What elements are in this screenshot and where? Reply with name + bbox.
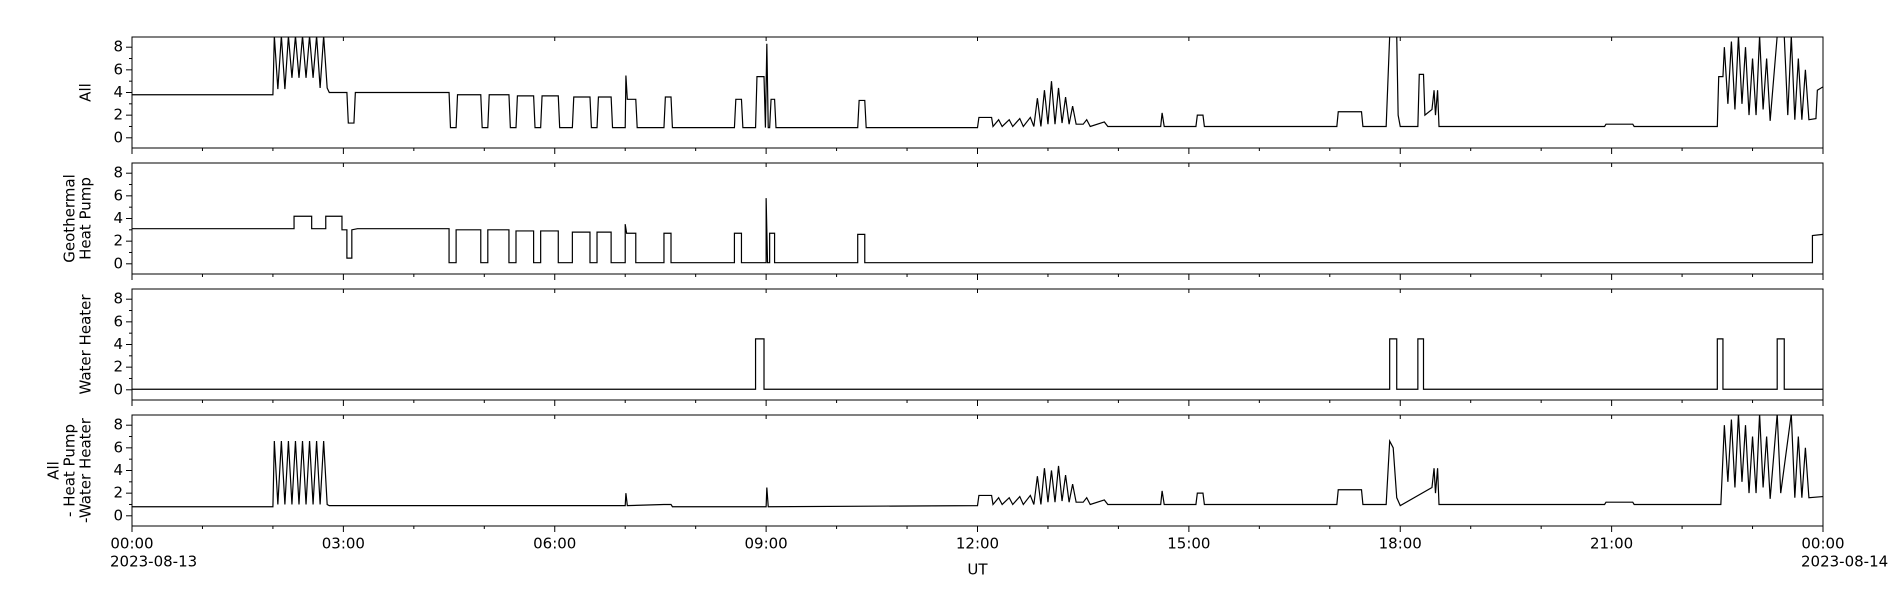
y-axis-label: All xyxy=(77,83,95,102)
x-tick-label: 15:00 xyxy=(1167,535,1210,553)
y-axis-label: Geothermal xyxy=(61,174,79,263)
y-tick-label: 4 xyxy=(113,209,123,227)
y-tick-label: 6 xyxy=(113,186,123,204)
x-tick-label: 00:00 xyxy=(1801,535,1844,553)
data-line xyxy=(132,37,1823,129)
x-tick-label: 21:00 xyxy=(1590,535,1633,553)
x-tick-label: 09:00 xyxy=(745,535,788,553)
y-tick-label: 2 xyxy=(113,232,123,250)
y-tick-label: 8 xyxy=(113,164,123,182)
data-line xyxy=(132,338,1823,390)
y-tick-label: 4 xyxy=(113,335,123,353)
y-tick-label: 0 xyxy=(113,128,123,146)
y-tick-label: 8 xyxy=(113,38,123,56)
y-axis-label: All xyxy=(45,461,63,480)
y-axis-label: -Water Heater xyxy=(77,417,95,523)
x-date-label: 2023-08-13 xyxy=(110,553,197,571)
plot-frame xyxy=(131,414,1824,527)
y-tick-label: 2 xyxy=(113,106,123,124)
y-tick-label: 2 xyxy=(113,484,123,502)
y-tick-label: 8 xyxy=(113,290,123,308)
x-tick-label: 12:00 xyxy=(956,535,999,553)
y-tick-label: 2 xyxy=(113,358,123,376)
data-line xyxy=(132,415,1823,508)
plot-frame xyxy=(131,162,1824,275)
y-tick-label: 4 xyxy=(113,461,123,479)
x-axis-label: UT xyxy=(967,561,988,579)
y-tick-label: 6 xyxy=(113,60,123,78)
y-tick-label: 6 xyxy=(113,312,123,330)
x-tick-label: 18:00 xyxy=(1379,535,1422,553)
y-tick-label: 0 xyxy=(113,380,123,398)
y-tick-label: 6 xyxy=(113,438,123,456)
y-tick-label: 0 xyxy=(113,254,123,272)
y-tick-label: 4 xyxy=(113,83,123,101)
plot-frame xyxy=(131,288,1824,401)
data-line xyxy=(132,198,1823,264)
x-date-label: 2023-08-14 xyxy=(1801,553,1888,571)
y-tick-label: 8 xyxy=(113,416,123,434)
y-axis-label: Water Heater xyxy=(77,294,95,395)
y-tick-label: 0 xyxy=(113,506,123,524)
x-tick-label: 00:00 xyxy=(110,535,153,553)
x-tick-label: 06:00 xyxy=(533,535,576,553)
y-axis-label: - Heat Pump xyxy=(61,424,79,517)
y-axis-label: Heat Pump xyxy=(77,177,95,260)
x-tick-label: 03:00 xyxy=(322,535,365,553)
